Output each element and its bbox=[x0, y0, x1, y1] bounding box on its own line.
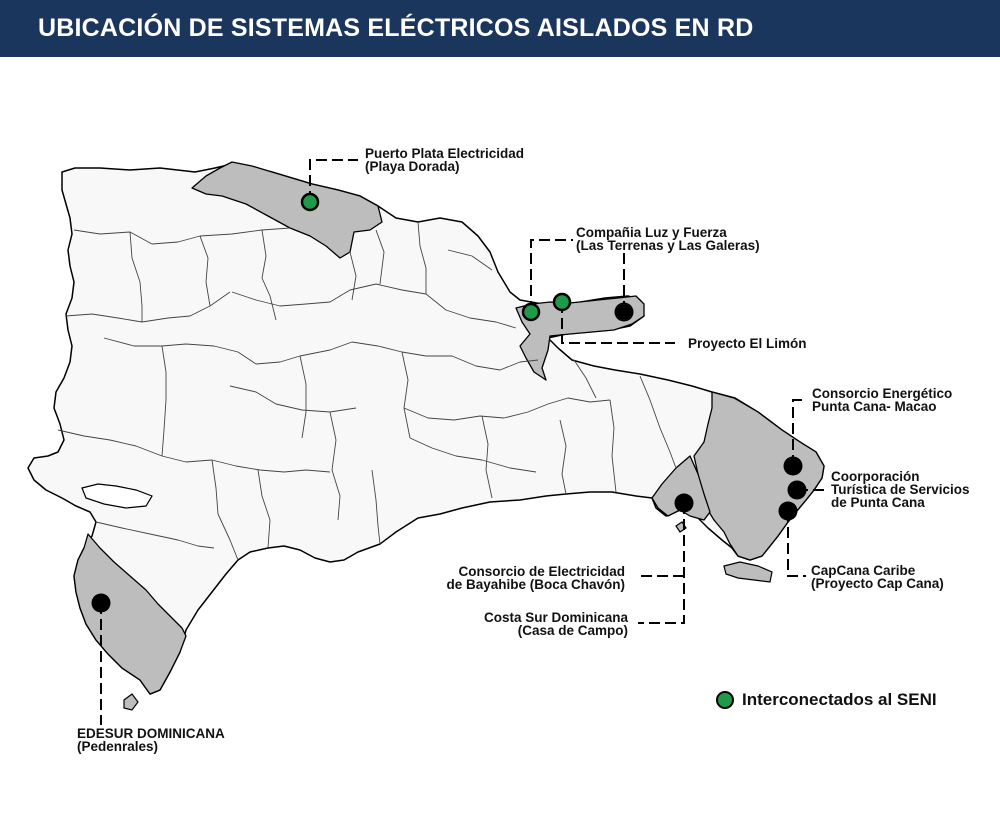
leader-el-limon bbox=[561, 302, 675, 344]
label-line: Costa Sur Dominicana bbox=[483, 610, 628, 625]
label-line: (Proyecto Cap Cana) bbox=[811, 576, 944, 591]
region-samana bbox=[515, 295, 645, 381]
label-line: (Las Terrenas y Las Galeras) bbox=[576, 238, 760, 253]
label-luz-fuerza: Compañia Luz y Fuerza (Las Terrenas y La… bbox=[576, 225, 760, 253]
label-line: (Pedenrales) bbox=[77, 739, 159, 754]
legend-label: Interconectados al SENI bbox=[742, 690, 937, 709]
leader-bayahibe bbox=[638, 503, 685, 624]
label-line: de Punta Cana bbox=[831, 495, 925, 510]
province-borders bbox=[57, 221, 677, 561]
leader-capcana bbox=[787, 511, 806, 577]
marker-corporacion-turistica-black bbox=[787, 480, 807, 500]
country-outline bbox=[27, 163, 825, 695]
label-line: Turística de Servicios bbox=[831, 482, 970, 497]
label-line: Coorporación bbox=[831, 469, 920, 484]
region-pedernales bbox=[73, 533, 187, 695]
marker-las-galeras-black bbox=[614, 302, 634, 322]
marker-edesur-black bbox=[91, 593, 111, 613]
marker-las-terrenas-green bbox=[521, 302, 541, 322]
label-corporacion-turistica: Coorporación Turística de Servicios de P… bbox=[831, 469, 970, 510]
leader-luz-fuerza bbox=[530, 239, 573, 312]
label-line: Puerto Plata Electricidad bbox=[365, 146, 525, 161]
label-line: Consorcio Energético bbox=[812, 386, 953, 401]
label-punta-cana-macao: Consorcio Energético Punta Cana- Macao bbox=[812, 386, 953, 414]
page-title: UBICACIÓN DE SISTEMAS ELÉCTRICOS AISLADO… bbox=[38, 14, 754, 42]
isla-saona bbox=[723, 561, 773, 583]
region-puerto-plata bbox=[191, 161, 383, 259]
label-line: de Bayahibe (Boca Chavón) bbox=[446, 577, 625, 592]
title-bar: UBICACIÓN DE SISTEMAS ELÉCTRICOS AISLADO… bbox=[0, 0, 1000, 57]
label-el-limon: Proyecto El Limón bbox=[688, 336, 807, 351]
leader-puerto-plata bbox=[309, 159, 358, 202]
marker-el-limon-green bbox=[552, 292, 572, 312]
legend-green-circle-icon bbox=[716, 691, 734, 709]
label-edesur: EDESUR DOMINICANA (Pedenrales) bbox=[77, 726, 225, 754]
legend: Interconectados al SENI bbox=[716, 690, 937, 710]
label-line: (Casa de Campo) bbox=[517, 623, 628, 638]
region-la-altagracia bbox=[693, 391, 825, 561]
label-bayahibe: Consorcio de Electricidad de Bayahibe (B… bbox=[400, 564, 625, 592]
marker-bayahibe-black bbox=[674, 493, 694, 513]
marker-capcana-black bbox=[778, 501, 798, 521]
leader-lines bbox=[100, 159, 826, 725]
label-line: CapCana Caribe bbox=[811, 563, 916, 578]
label-line: Proyecto El Limón bbox=[688, 336, 807, 351]
label-line: Punta Cana- Macao bbox=[812, 399, 937, 414]
label-line: (Playa Dorada) bbox=[365, 159, 460, 174]
label-line: Consorcio de Electricidad bbox=[458, 564, 625, 579]
marker-punta-cana-macao-black bbox=[783, 456, 803, 476]
isla-beata bbox=[123, 693, 139, 711]
label-line: Compañia Luz y Fuerza bbox=[576, 225, 727, 240]
label-puerto-plata: Puerto Plata Electricidad (Playa Dorada) bbox=[365, 146, 525, 174]
label-capcana: CapCana Caribe (Proyecto Cap Cana) bbox=[811, 563, 944, 591]
label-costa-sur: Costa Sur Dominicana (Casa de Campo) bbox=[420, 610, 628, 638]
lago-enriquillo bbox=[81, 483, 153, 509]
label-line: EDESUR DOMINICANA bbox=[77, 726, 225, 741]
leader-punta-cana-macao bbox=[792, 399, 806, 466]
marker-puerto-plata-green bbox=[300, 192, 320, 212]
